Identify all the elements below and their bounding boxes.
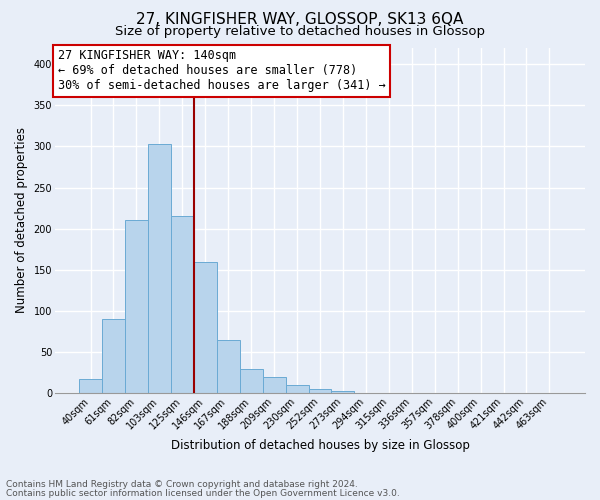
Bar <box>331 391 355 394</box>
Text: Contains public sector information licensed under the Open Government Licence v3: Contains public sector information licen… <box>6 489 400 498</box>
Text: Size of property relative to detached houses in Glossop: Size of property relative to detached ho… <box>115 25 485 38</box>
Text: Contains HM Land Registry data © Crown copyright and database right 2024.: Contains HM Land Registry data © Crown c… <box>6 480 358 489</box>
Bar <box>377 392 400 394</box>
Bar <box>102 320 125 394</box>
Bar <box>423 392 446 394</box>
Bar <box>79 380 102 394</box>
Y-axis label: Number of detached properties: Number of detached properties <box>15 128 28 314</box>
Bar <box>515 392 538 394</box>
Bar <box>263 377 286 394</box>
Bar <box>171 216 194 394</box>
Bar <box>194 262 217 394</box>
X-axis label: Distribution of detached houses by size in Glossop: Distribution of detached houses by size … <box>170 440 469 452</box>
Bar <box>148 144 171 394</box>
Bar <box>538 392 561 394</box>
Bar <box>217 340 239 394</box>
Bar <box>469 392 492 394</box>
Bar <box>125 220 148 394</box>
Bar <box>286 385 308 394</box>
Bar <box>355 392 377 394</box>
Text: 27, KINGFISHER WAY, GLOSSOP, SK13 6QA: 27, KINGFISHER WAY, GLOSSOP, SK13 6QA <box>136 12 464 28</box>
Text: 27 KINGFISHER WAY: 140sqm
← 69% of detached houses are smaller (778)
30% of semi: 27 KINGFISHER WAY: 140sqm ← 69% of detac… <box>58 49 385 92</box>
Bar <box>239 368 263 394</box>
Bar <box>308 390 331 394</box>
